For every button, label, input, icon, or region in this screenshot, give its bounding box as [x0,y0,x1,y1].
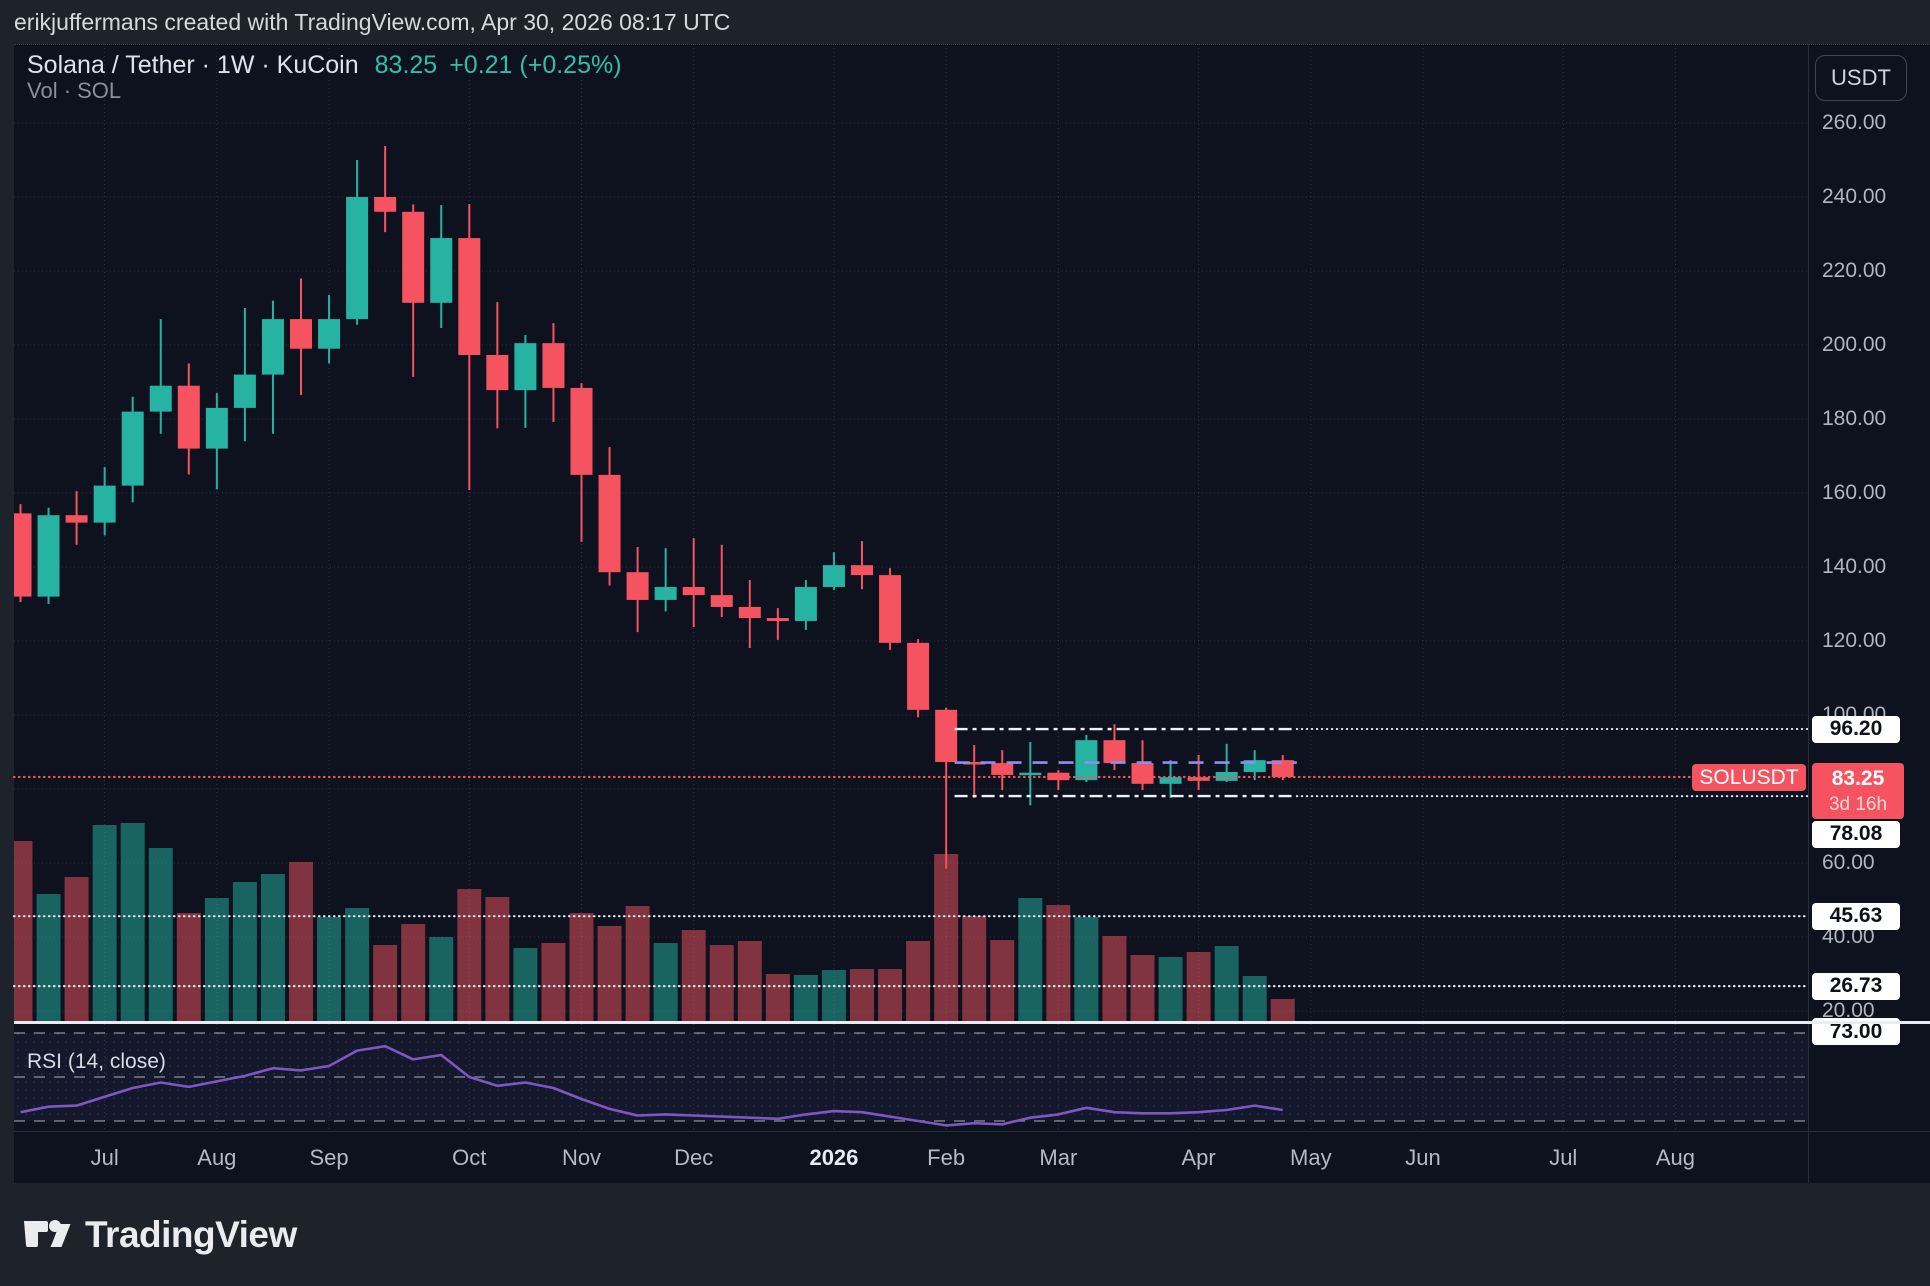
price-change: +0.21 (+0.25%) [449,51,622,79]
attribution-bar: erikjuffermans created with TradingView.… [0,0,1930,44]
bar-countdown: 3d 16h [1828,794,1888,815]
last-price: 83.25 [374,51,438,79]
candlesticks [14,145,1294,869]
pane-separator[interactable] [14,1021,1930,1024]
chart-legend[interactable]: Solana / Tether · 1W · KuCoin 83.25 +0.21 … [27,51,622,80]
rsi-pane [14,1032,1808,1127]
rsi-indicator-label[interactable]: RSI (14, close) [27,1050,166,1073]
tradingview-wordmark: TradingView [85,1213,297,1255]
symbol-price-flag[interactable]: SOLUSDT [1692,764,1806,791]
rsi-line [20,1044,1283,1127]
volume-indicator-label[interactable]: Vol · SOL [27,78,122,103]
bottom-bar: TradingView [0,1183,1930,1286]
currency-toggle-button[interactable]: USDT [1815,55,1907,101]
current-price-axis-label[interactable]: 83.25 3d 16h [1812,763,1904,819]
current-price-value: 83.25 [1831,767,1885,790]
tradingview-logo-icon [24,1219,71,1247]
attribution-text: erikjuffermans created with TradingView.… [14,8,731,35]
tradingview-logo[interactable]: TradingView [22,1214,297,1256]
volume-bars [14,823,1295,1021]
symbol-title[interactable]: Solana / Tether · 1W · KuCoin [27,51,359,79]
horizontal-line-drawings [12,727,1810,988]
